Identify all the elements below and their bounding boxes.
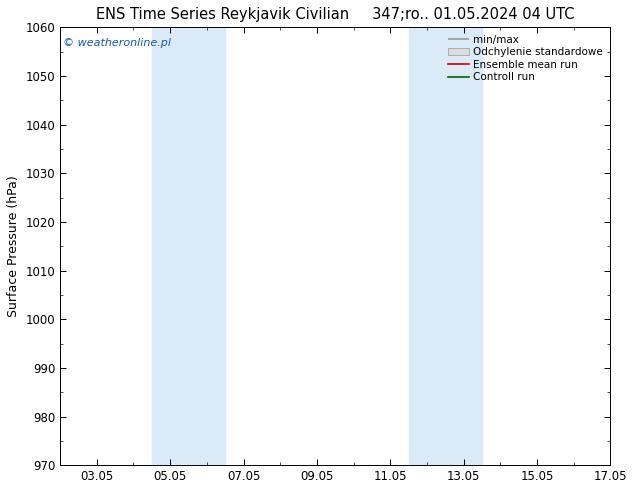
Title: ENS Time Series Reykjavik Civilian     347;ro.. 01.05.2024 04 UTC: ENS Time Series Reykjavik Civilian 347;r… <box>96 7 574 22</box>
Y-axis label: Surface Pressure (hPa): Surface Pressure (hPa) <box>7 175 20 317</box>
Legend: min/max, Odchylenie standardowe, Ensemble mean run, Controll run: min/max, Odchylenie standardowe, Ensembl… <box>445 31 606 86</box>
Text: © weatheronline.pl: © weatheronline.pl <box>63 38 171 48</box>
Bar <box>408 27 482 465</box>
Bar <box>152 27 225 465</box>
